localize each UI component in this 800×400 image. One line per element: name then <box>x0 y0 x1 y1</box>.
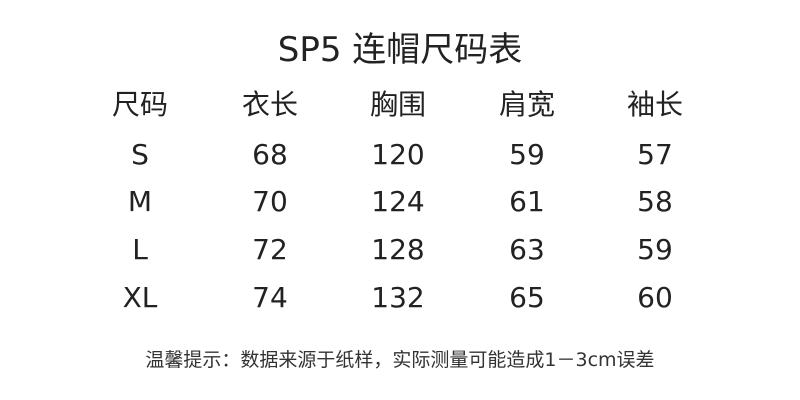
cell-chest: 132 <box>371 281 425 314</box>
cell-sleeve: 58 <box>637 185 673 218</box>
cell-chest: 128 <box>371 233 425 266</box>
table-row: M 70 124 61 58 <box>0 182 800 222</box>
table-row: XL 74 132 65 60 <box>0 278 800 318</box>
header-length: 衣长 <box>241 88 298 121</box>
header-shoulder: 肩宽 <box>498 88 555 121</box>
table-header: 尺码 衣长 胸围 肩宽 袖长 <box>0 85 800 125</box>
cell-chest: 120 <box>371 138 425 171</box>
page-title: SP5 连帽尺码表 <box>277 30 523 70</box>
header-chest: 胸围 <box>369 88 426 121</box>
cell-sleeve: 57 <box>637 138 673 171</box>
cell-size: L <box>132 233 148 266</box>
measurement-note: 温馨提示：数据来源于纸样，实际测量可能造成1－3cm误差 <box>145 349 655 371</box>
cell-chest: 124 <box>371 185 425 218</box>
cell-size: XL <box>122 281 158 314</box>
cell-length: 74 <box>252 281 288 314</box>
header-size: 尺码 <box>111 88 168 121</box>
cell-shoulder: 65 <box>509 281 545 314</box>
table-row: S 68 120 59 57 <box>0 135 800 175</box>
cell-shoulder: 61 <box>509 185 545 218</box>
cell-size: S <box>131 138 149 171</box>
cell-shoulder: 59 <box>509 138 545 171</box>
cell-sleeve: 59 <box>637 233 673 266</box>
cell-shoulder: 63 <box>509 233 545 266</box>
cell-length: 68 <box>252 138 288 171</box>
header-sleeve: 袖长 <box>626 88 683 121</box>
cell-sleeve: 60 <box>637 281 673 314</box>
cell-size: M <box>127 185 153 218</box>
cell-length: 72 <box>252 233 288 266</box>
table-row: L 72 128 63 59 <box>0 230 800 270</box>
cell-length: 70 <box>252 185 288 218</box>
